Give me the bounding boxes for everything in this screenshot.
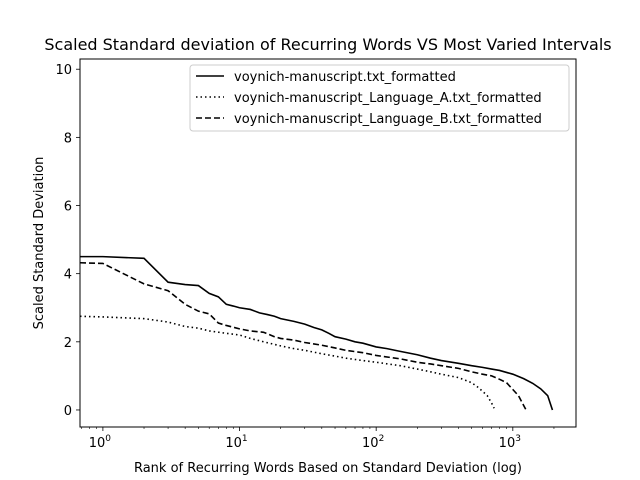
y-tick-label: 2 [64,336,72,351]
y-tick-label: 6 [64,200,72,215]
series-line-3 [79,261,527,411]
y-tick-label: 10 [55,63,72,78]
y-axis: 0 2 4 6 8 10 [55,63,80,419]
x-axis-label: Rank of Recurring Words Based on Standar… [134,461,522,476]
series-line-2 [79,315,495,409]
x-axis: 100 101 102 103 [81,427,555,451]
y-axis-label: Scaled Standard Deviation [32,157,47,330]
plot-area [79,255,554,411]
series-line-1 [80,255,554,411]
y-tick-label: 8 [64,131,72,146]
x-tick-label: 101 [225,434,247,451]
legend-label-2: voynich-manuscript_Language_A.txt_format… [234,91,542,106]
legend: voynich-manuscript.txt_formatted voynich-… [189,64,570,132]
x-tick-label: 100 [89,434,112,451]
x-tick-label: 103 [499,434,521,451]
x-tick-label: 102 [362,434,384,451]
legend-label-3: voynich-manuscript_Language_B.txt_format… [234,112,542,127]
legend-label-1: voynich-manuscript.txt_formatted [234,70,456,85]
y-tick-label: 0 [64,404,72,419]
y-tick-label: 4 [64,268,72,283]
legend-box [189,64,570,132]
plot-frame [79,58,577,428]
chart-title: Scaled Standard deviation of Recurring W… [44,35,611,54]
